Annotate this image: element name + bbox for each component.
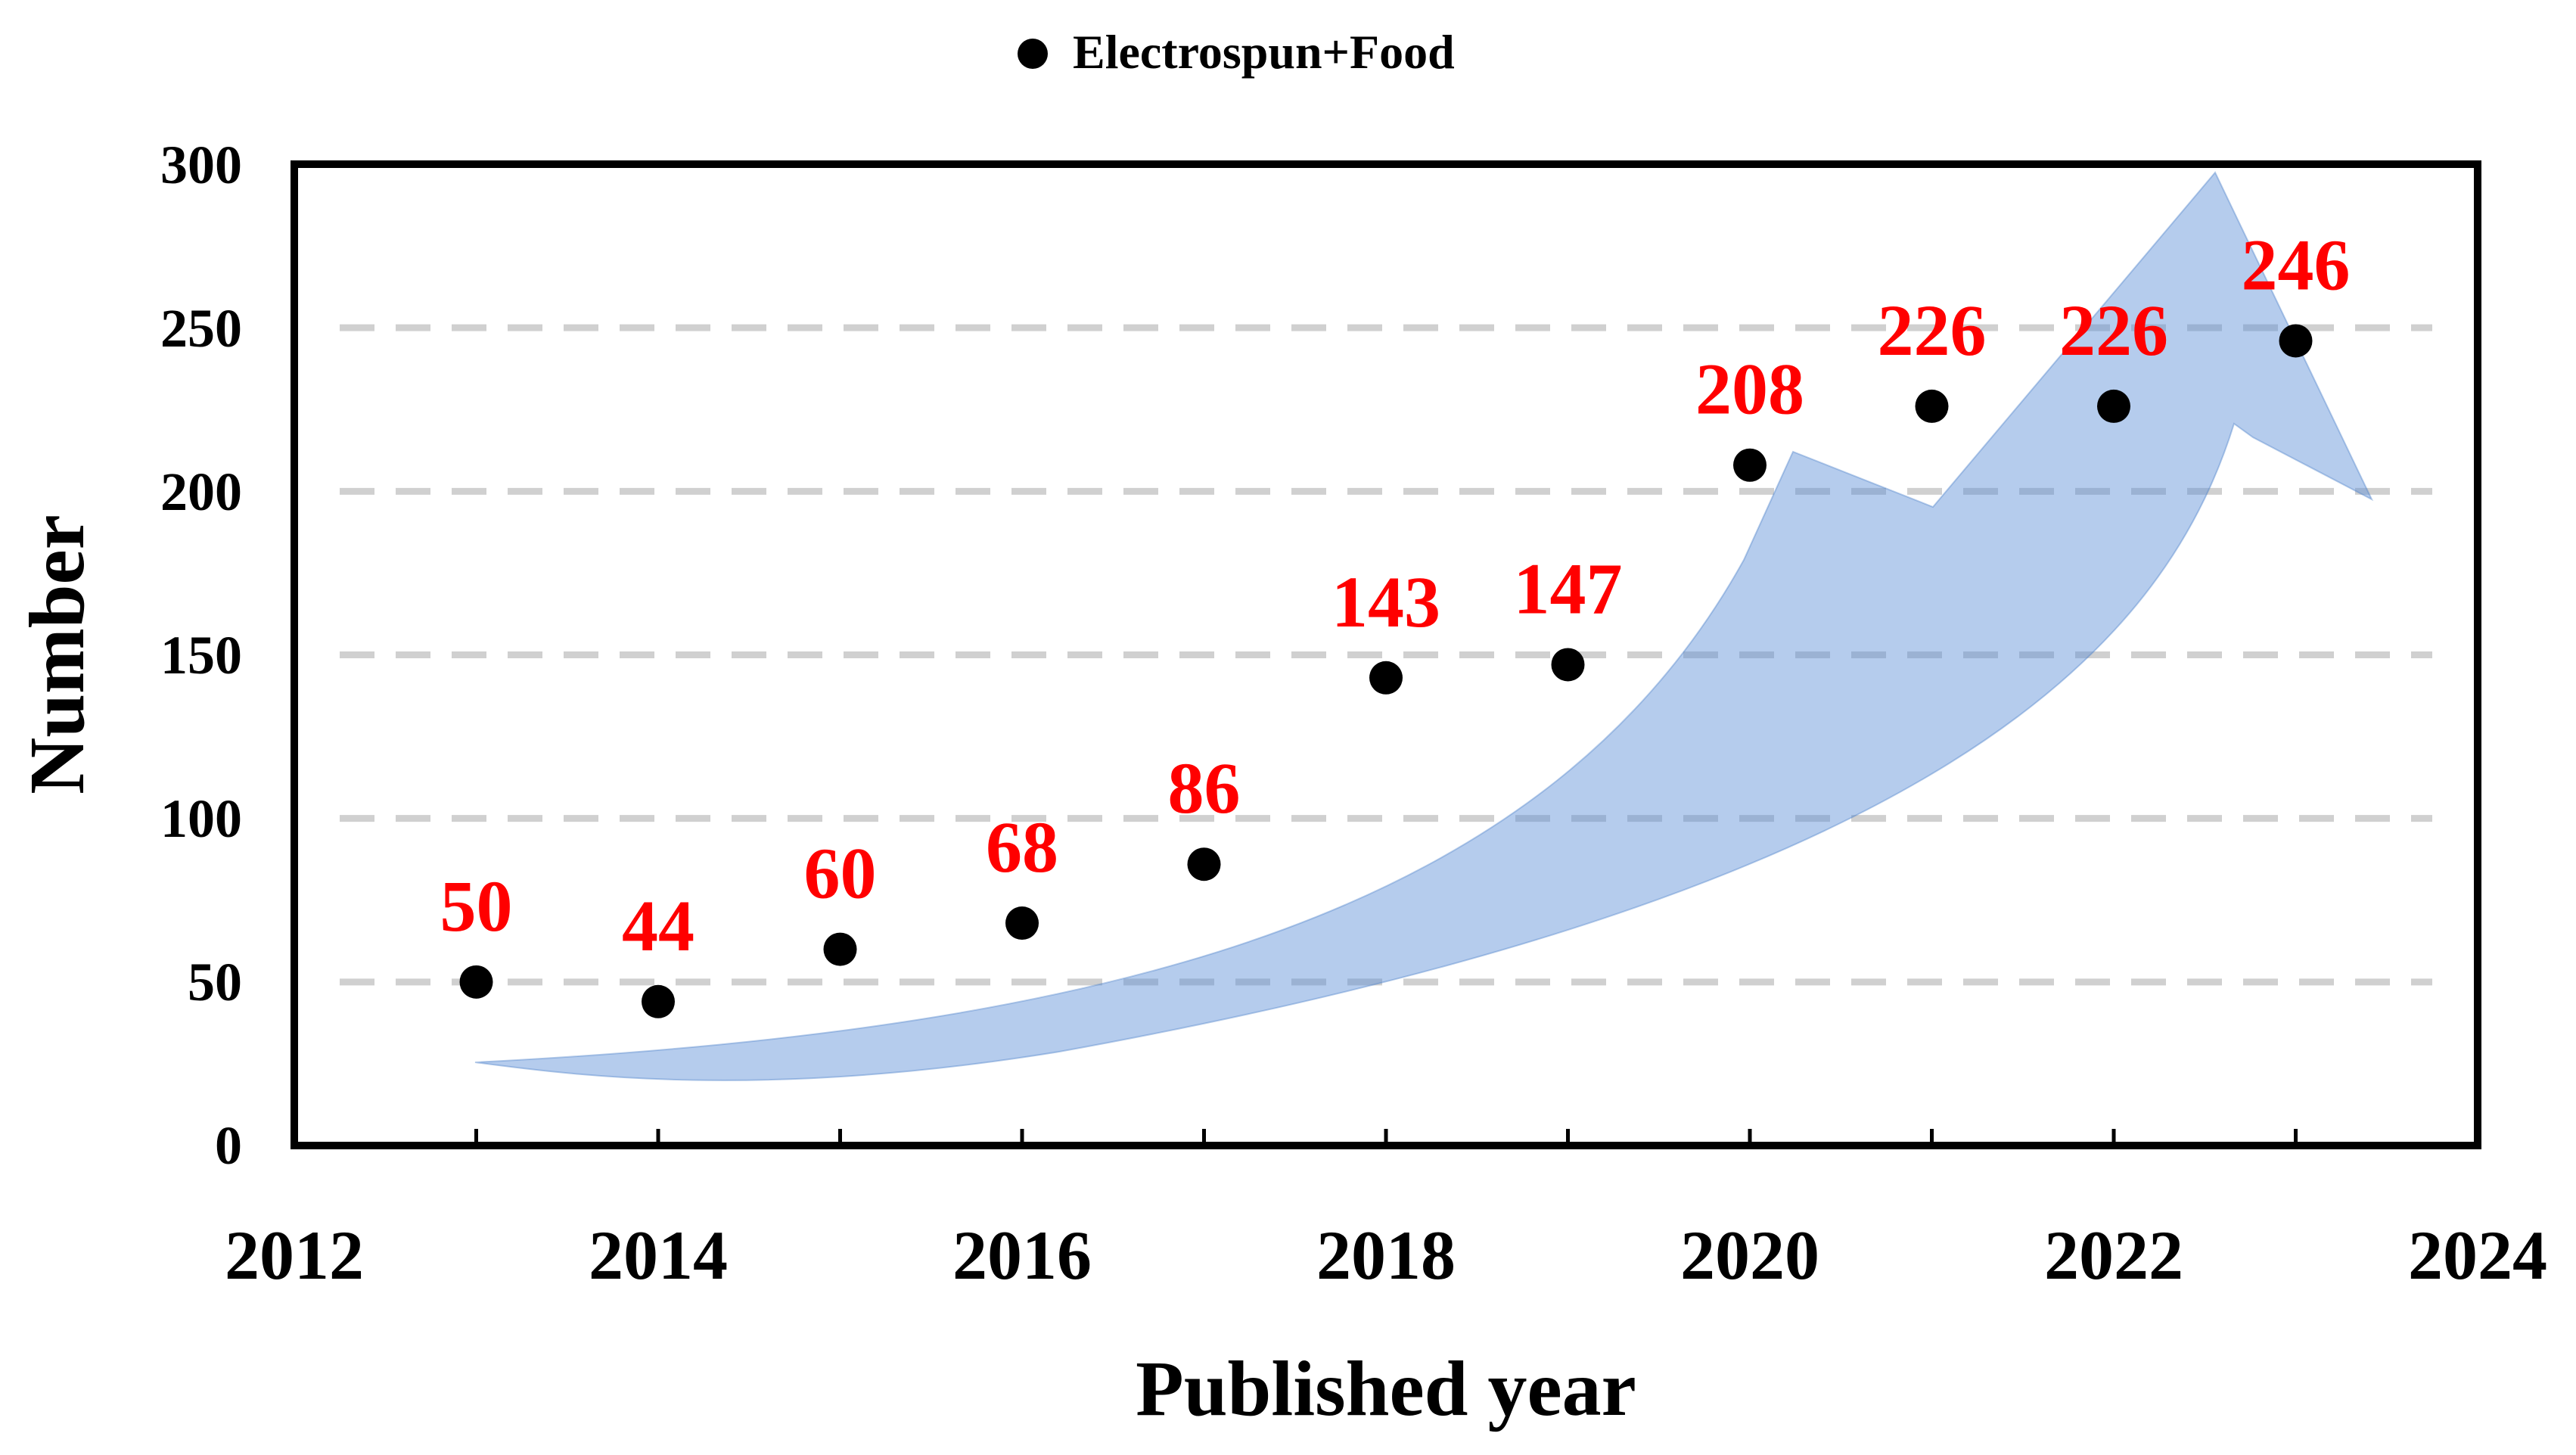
x-axis: 2012 2014 2016 2018 2020 2022 2024 [225,1217,2547,1294]
grid-lines [340,324,2432,986]
data-label: 226 [1878,290,1987,371]
data-label: 44 [622,885,694,966]
trend-arrow [474,171,2374,1081]
x-tick-label: 2018 [1316,1217,1456,1294]
x-tick-label: 2016 [952,1217,1092,1294]
data-label: 246 [2242,224,2351,305]
data-point [1915,389,1949,423]
data-label: 226 [2059,290,2168,371]
x-tick-label: 2020 [1680,1217,1819,1294]
data-labels: 50 44 60 68 86 143 147 208 226 226 246 [440,224,2351,965]
data-label: 208 [1695,349,1804,430]
x-tick-label: 2014 [589,1217,728,1294]
data-label: 60 [804,833,877,914]
data-label: 143 [1332,561,1440,642]
data-point [1005,906,1039,940]
x-tick-label: 2024 [2408,1217,2547,1294]
data-point [459,965,493,999]
data-point [2097,389,2130,423]
data-point [2279,324,2313,358]
x-tick-label: 2022 [2044,1217,2183,1294]
data-label: 86 [1168,748,1241,829]
y-tick-label: 150 [160,625,242,686]
data-point [1369,661,1403,695]
data-point [823,932,857,966]
data-points [459,324,2313,1018]
y-axis: 0 50 100 150 200 250 300 [160,135,242,1176]
data-point [1551,648,1585,682]
x-axis-title: Published year [1136,1345,1636,1432]
x-tick-marks [474,1129,2298,1146]
data-point [642,984,675,1018]
y-tick-label: 50 [188,952,242,1012]
legend: Electrospun+Food [1018,25,1455,79]
y-tick-label: 300 [160,135,242,195]
y-axis-title: Number [14,515,101,794]
y-tick-label: 200 [160,462,242,522]
legend-marker [1018,39,1048,69]
data-label: 50 [440,866,513,947]
data-label: 147 [1514,548,1623,629]
data-point [1733,448,1767,482]
y-tick-label: 0 [215,1115,242,1176]
legend-label: Electrospun+Food [1073,25,1455,79]
data-label: 68 [986,807,1058,888]
y-tick-label: 250 [160,298,242,359]
y-tick-label: 100 [160,788,242,849]
data-point [1187,847,1221,881]
x-tick-label: 2012 [225,1217,364,1294]
